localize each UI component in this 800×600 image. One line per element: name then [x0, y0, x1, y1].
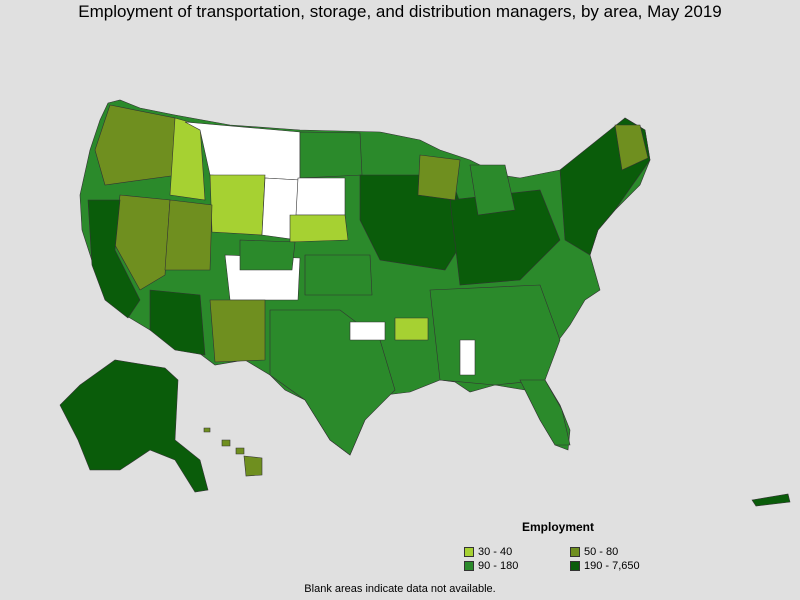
legend-swatch [570, 547, 580, 557]
wyoming-region [209, 174, 266, 236]
maine-region [614, 124, 649, 171]
arizona-region [149, 289, 206, 356]
kansas-region [304, 254, 373, 296]
map-title: Employment of transportation, storage, a… [78, 2, 722, 21]
hawaii-region [203, 427, 263, 477]
utah-region [164, 199, 213, 271]
south-region [429, 284, 561, 386]
legend-label: 30 - 40 [478, 546, 513, 558]
nebraska-region [289, 214, 349, 243]
colorado-region [239, 239, 296, 271]
wisconsin-region [417, 154, 461, 201]
legend-label: 190 - 7,650 [584, 560, 640, 572]
legend-swatch [464, 561, 474, 571]
california-coast-region [87, 199, 141, 319]
michigan-region [469, 164, 516, 216]
oklahoma-blank [349, 321, 386, 341]
puerto-rico-region [751, 493, 791, 507]
legend-swatch [464, 547, 474, 557]
legend-item-190-7650: 190 - 7,650 [570, 560, 680, 572]
legend-label: 50 - 80 [584, 546, 619, 558]
legend-label: 90 - 180 [478, 560, 519, 572]
idaho-region [169, 117, 206, 201]
south-dakota-blank [295, 177, 346, 216]
legend-title: Employment [522, 520, 595, 534]
legend-item-30-40: 30 - 40 [464, 546, 570, 558]
alaska-region [59, 359, 209, 493]
arkansas-region [394, 317, 429, 341]
north-dakota-region [299, 131, 363, 179]
legend-swatch [570, 561, 580, 571]
blank-areas-note: Blank areas indicate data not available. [304, 583, 496, 595]
new-mexico-region [209, 299, 266, 363]
legend-item-50-80: 50 - 80 [570, 546, 680, 558]
legend-item-90-180: 90 - 180 [464, 560, 570, 572]
pacific-northwest-region [94, 104, 179, 186]
mississippi-blank [459, 339, 476, 376]
florida-region [519, 379, 571, 446]
legend: 30 - 40 50 - 80 90 - 180 190 - 7,650 [464, 546, 684, 572]
